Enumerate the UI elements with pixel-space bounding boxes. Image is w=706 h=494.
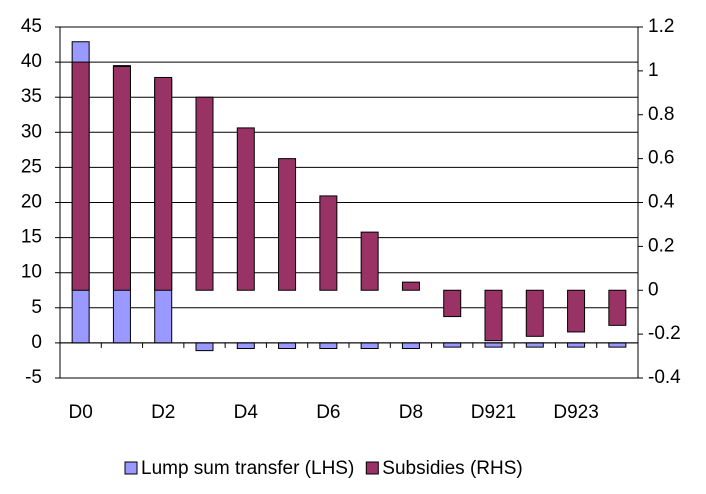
x-tick-label: D8 [399, 402, 423, 423]
y-tick-label: 0 [31, 332, 42, 353]
bar [443, 342, 462, 348]
y2-tick-label: 0.2 [648, 235, 674, 256]
x-tick-label: D0 [68, 402, 92, 423]
bar [401, 342, 420, 350]
legend-label: Subsidies (RHS) [382, 458, 522, 479]
y2-tick-label: 0.4 [648, 192, 675, 213]
bar [112, 65, 131, 291]
bar [567, 289, 586, 333]
y-tick-label: 15 [21, 227, 42, 248]
bar [319, 195, 338, 291]
bar [360, 342, 379, 350]
bar [71, 61, 90, 291]
bar [236, 127, 255, 291]
bar [319, 342, 338, 350]
legend-swatch [365, 461, 379, 475]
bar [195, 342, 214, 352]
bar [278, 158, 297, 291]
x-tick-label: D921 [471, 402, 516, 423]
bar [525, 289, 544, 337]
y2-tick-label: 1 [648, 60, 659, 81]
y-tick-label: 10 [21, 262, 42, 283]
y-tick-label: -5 [25, 367, 42, 388]
y-tick-label: 20 [21, 192, 42, 213]
y2-tick-label: 0.6 [648, 148, 674, 169]
bar [195, 96, 214, 291]
y-tick-label: 30 [21, 121, 42, 142]
bar [484, 289, 503, 342]
y-tick-label: 35 [21, 86, 42, 107]
bar [236, 342, 255, 350]
legend-swatch [124, 461, 138, 475]
y-tick-label: 40 [21, 51, 42, 72]
bar [525, 342, 544, 348]
y2-tick-label: 0 [648, 279, 659, 300]
y-tick-label: 25 [21, 156, 42, 177]
bar [484, 342, 503, 348]
x-tick-label: D4 [234, 402, 259, 423]
y2-tick-label: 0.8 [648, 104, 674, 125]
x-tick-label: D2 [151, 402, 175, 423]
bar [443, 289, 462, 318]
y-tick-label: 5 [31, 297, 42, 318]
bar [608, 289, 627, 326]
y2-tick-label: -0.4 [648, 367, 681, 388]
x-tick-label: D6 [316, 402, 340, 423]
bar [154, 76, 173, 291]
bar [360, 231, 379, 291]
bar [608, 342, 627, 348]
bar [567, 342, 586, 348]
x-tick-label: D923 [553, 402, 598, 423]
bar [278, 342, 297, 350]
y-tick-label: 45 [21, 16, 42, 37]
legend-label: Lump sum transfer (LHS) [141, 458, 354, 479]
y2-tick-label: 1.2 [648, 16, 674, 37]
bar [401, 281, 420, 291]
y2-tick-label: -0.2 [648, 323, 681, 344]
